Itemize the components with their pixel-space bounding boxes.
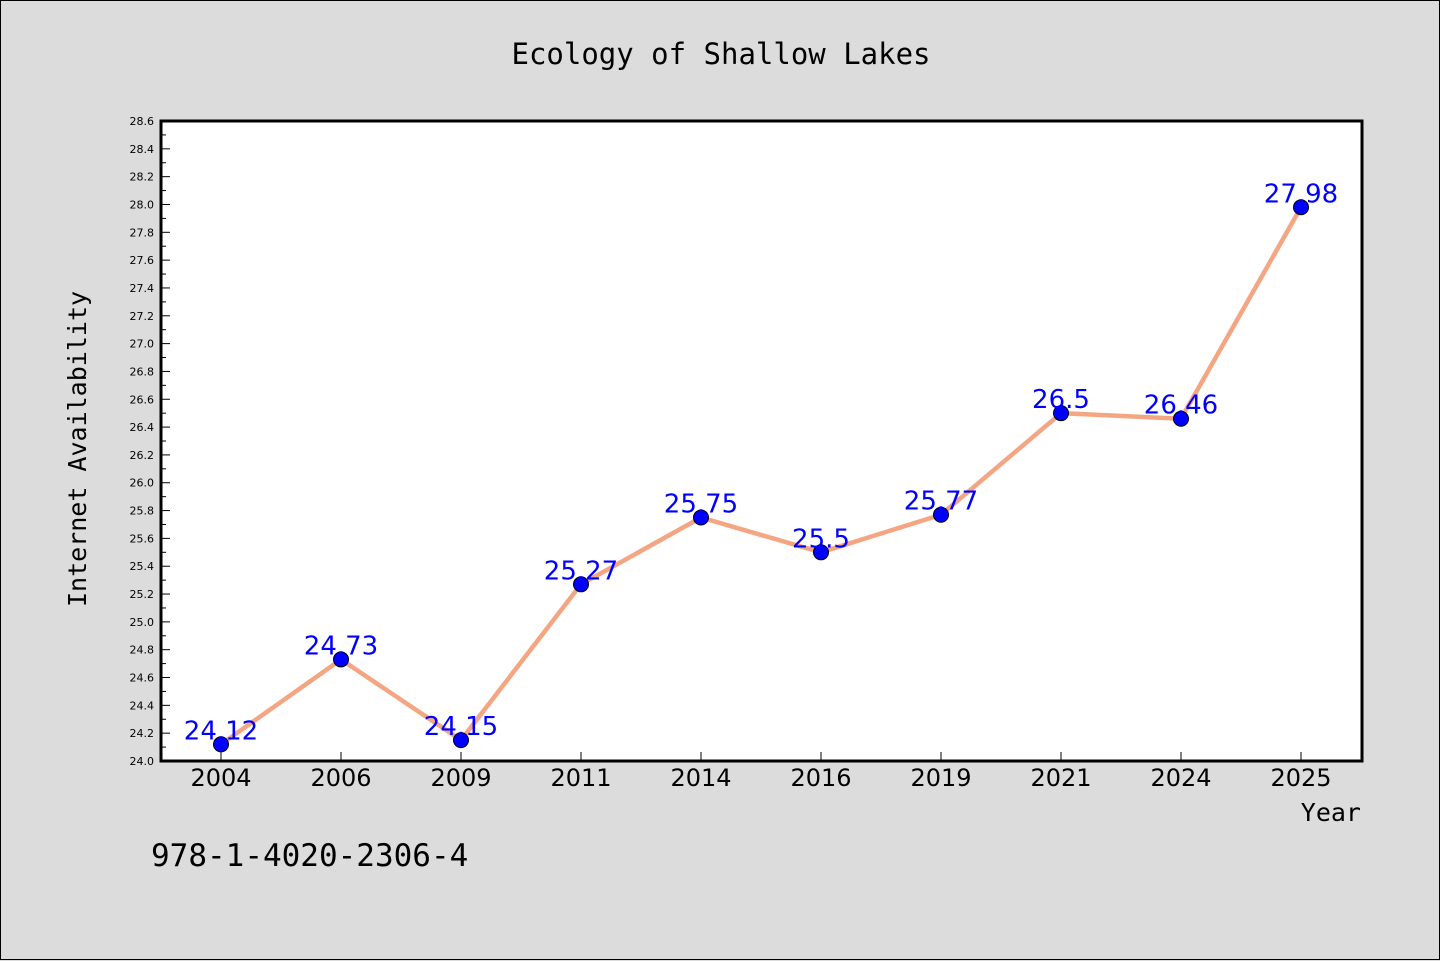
y-tick-label: 25.0 <box>130 616 155 629</box>
x-tick-label: 2025 <box>1270 764 1331 792</box>
data-labels: 24.12 24.73 24.15 25.27 25.75 25.5 25.77 26.5 26… <box>184 179 1338 746</box>
y-tick-label: 27.4 <box>130 282 155 295</box>
y-tick-label: 26.4 <box>130 421 155 434</box>
y-axis-title: Internet Availability <box>63 291 92 607</box>
y-tick-label: 27.8 <box>130 226 155 239</box>
data-point-marker <box>933 506 949 523</box>
y-tick-label: 25.2 <box>130 588 155 601</box>
x-axis: 2004 2006 2009 2011 2014 2016 2019 2021 2024 2025 <box>190 752 1332 792</box>
y-tick-label: 26.0 <box>130 477 155 490</box>
y-tick-label: 24.2 <box>130 727 155 740</box>
data-point-marker <box>213 736 229 753</box>
data-point-marker <box>453 732 469 749</box>
data-label: 25.75 <box>664 490 738 520</box>
y-tick-label: 27.6 <box>130 254 155 267</box>
y-tick-label: 24.4 <box>130 699 155 712</box>
chart-title: Ecology of Shallow Lakes <box>511 37 930 71</box>
data-label: 26.46 <box>1144 391 1218 421</box>
data-label: 27.98 <box>1264 179 1338 209</box>
y-tick-label: 26.8 <box>130 365 155 378</box>
data-point-marker <box>1293 199 1309 216</box>
y-tick-label: 26.2 <box>130 449 155 462</box>
y-tick-label: 25.4 <box>130 560 155 573</box>
y-tick-label: 28.4 <box>130 143 155 156</box>
y-tick-label: 27.0 <box>130 338 155 351</box>
data-point-marker <box>1173 410 1189 427</box>
data-label: 24.73 <box>304 631 378 661</box>
isbn-footer: 978-1-4020-2306-4 <box>151 838 468 874</box>
data-label: 26.5 <box>1032 385 1090 415</box>
x-tick-label: 2016 <box>790 764 851 792</box>
data-point-marker <box>1053 405 1069 422</box>
data-label: 25.5 <box>792 524 850 554</box>
series-line <box>219 206 1303 747</box>
data-point-marker <box>813 544 829 561</box>
x-tick-label: 2009 <box>430 764 491 792</box>
y-tick-label: 28.2 <box>130 171 155 184</box>
data-point-marker <box>573 576 589 593</box>
x-tick-label: 2014 <box>670 764 731 792</box>
x-tick-label: 2006 <box>310 764 371 792</box>
y-tick-label: 28.0 <box>130 198 155 211</box>
data-label: 25.27 <box>544 556 618 586</box>
y-tick-label: 27.2 <box>130 310 155 323</box>
data-label: 24.15 <box>424 712 498 742</box>
y-tick-label: 26.6 <box>130 393 155 406</box>
data-point-marker <box>333 651 349 668</box>
y-tick-label: 24.6 <box>130 672 155 685</box>
x-tick-label: 2024 <box>1150 764 1211 792</box>
x-tick-label: 2019 <box>910 764 971 792</box>
y-tick-label: 28.6 <box>130 115 155 128</box>
data-label: 25.77 <box>904 487 978 517</box>
y-tick-label: 25.6 <box>130 532 155 545</box>
data-label: 24.12 <box>184 716 258 746</box>
y-axis: 24.0 24.2 24.4 24.6 24.8 25.0 25.2 25.4 25.6 25.8… <box>130 115 170 768</box>
data-point-marker <box>693 509 709 526</box>
y-tick-label: 25.8 <box>130 505 155 518</box>
x-tick-label: 2004 <box>190 764 251 792</box>
x-axis-title: Year <box>1301 798 1361 827</box>
y-tick-label: 24.8 <box>130 644 155 657</box>
x-tick-label: 2021 <box>1030 764 1091 792</box>
y-tick-label: 24.0 <box>130 755 155 768</box>
plot-area <box>159 119 1364 763</box>
x-tick-label: 2011 <box>550 764 611 792</box>
series-markers <box>213 199 1309 753</box>
